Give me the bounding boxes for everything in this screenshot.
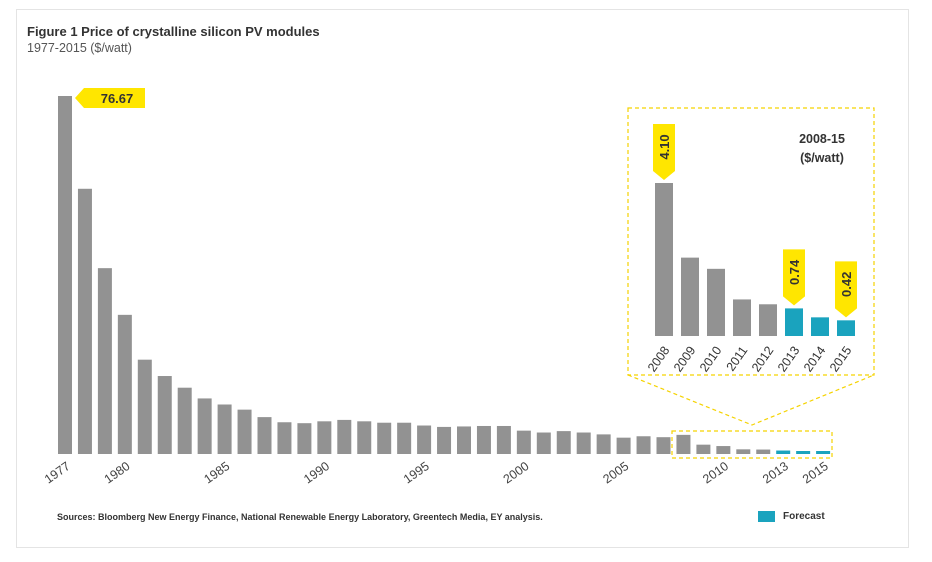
callout-76-67: 76.67 [101,91,134,106]
inset-callout-2013: 0.74 [787,259,802,285]
inset-tick-2011: 2011 [724,344,751,374]
bar-2002 [556,431,571,454]
legend-forecast-swatch [758,511,775,522]
inset-title-line1: 2008-15 [799,132,845,146]
bar-1992 [357,421,372,454]
bar-1998 [476,425,491,454]
inset-bar-2009 [681,257,699,336]
bar-1981 [137,359,152,454]
bar-1999 [496,425,511,454]
bar-1989 [297,423,312,454]
inset-tick-2010: 2010 [697,344,724,375]
bar-2004 [596,434,611,454]
source-note: Sources: Bloomberg New Energy Finance, N… [57,512,543,522]
bar-2013 [776,450,791,454]
bar-1978 [77,188,92,454]
bar-1991 [337,419,352,454]
inset-bar-group [655,183,855,336]
inset-callouts: 4.10 0.74 0.42 [653,124,857,318]
main-x-axis: 1977 1980 1985 1990 1995 2000 2005 2010 2013 2015 [42,459,831,486]
bar-2011 [736,449,751,454]
bar-1980 [117,314,132,454]
x-tick-2000: 2000 [501,459,532,486]
inset-tick-2015: 2015 [827,344,854,375]
inset-callout-2008-shape [653,124,675,180]
x-tick-1980: 1980 [102,459,133,486]
bar-2014 [796,451,811,454]
inset-callout-2013-shape [783,249,805,306]
legend-forecast-label: Forecast [783,511,825,522]
bar-1986 [237,409,252,454]
bar-1990 [317,421,332,454]
inset-bar-2008 [655,183,673,336]
bar-1995 [417,425,432,454]
bar-1979 [97,268,112,454]
bar-1985 [217,404,232,454]
inset-tick-2013: 2013 [775,344,802,375]
chart-frame [16,9,909,548]
inset-title-line2: ($/watt) [800,151,844,165]
inset-tick-2009: 2009 [671,344,698,375]
inset-callout-2015: 0.42 [839,272,854,297]
bar-2003 [576,432,591,454]
x-tick-1977: 1977 [42,459,73,486]
bar-2012 [756,449,771,454]
callout-76-67-shape [75,88,145,108]
inset-tick-2008: 2008 [645,344,672,375]
bar-2000 [516,430,531,454]
x-tick-1995: 1995 [401,459,432,486]
bar-1996 [437,426,452,454]
inset-callout-2015-shape [835,261,857,318]
inset-border [627,107,875,376]
bar-2007 [656,437,671,454]
bar-2009 [696,444,711,454]
bar-2001 [536,432,551,454]
bar-1993 [377,422,392,454]
x-tick-2010: 2010 [700,459,731,486]
bar-1997 [457,426,471,454]
x-tick-1990: 1990 [301,459,332,486]
inset-tick-2012: 2012 [749,344,776,375]
chart-subtitle: 1977-2015 ($/watt) [27,41,132,55]
bar-1987 [257,417,272,454]
x-tick-2015: 2015 [800,459,831,486]
inset-bar-2010 [707,268,725,336]
inset-callout-2008: 4.10 [657,134,672,159]
inset-bar-2014 [811,317,829,336]
bar-1982 [157,376,172,454]
inset-bar-2015 [837,320,855,336]
main-bar-group [58,96,831,454]
inset-tick-2014: 2014 [801,344,828,375]
x-tick-2013: 2013 [760,459,791,486]
bar-1977 [58,96,72,454]
bar-1988 [277,422,292,454]
inset-bar-2012 [759,304,777,336]
bar-1984 [197,398,212,454]
bar-2015 [816,451,831,454]
inset-bar-2011 [733,299,751,336]
x-tick-1985: 1985 [202,459,233,486]
x-tick-2005: 2005 [601,459,632,486]
chart-title: Figure 1 Price of crystalline silicon PV… [27,24,320,39]
bar-1983 [177,387,192,454]
bar-2008 [676,434,691,454]
inset-connector [627,374,875,426]
inset-bar-2013 [785,308,803,336]
main-callouts: 76.67 [75,88,145,108]
bar-2010 [716,446,731,454]
bar-2006 [636,436,651,454]
bar-1994 [397,422,412,454]
highlight-box [671,430,833,459]
bar-2005 [616,437,631,454]
